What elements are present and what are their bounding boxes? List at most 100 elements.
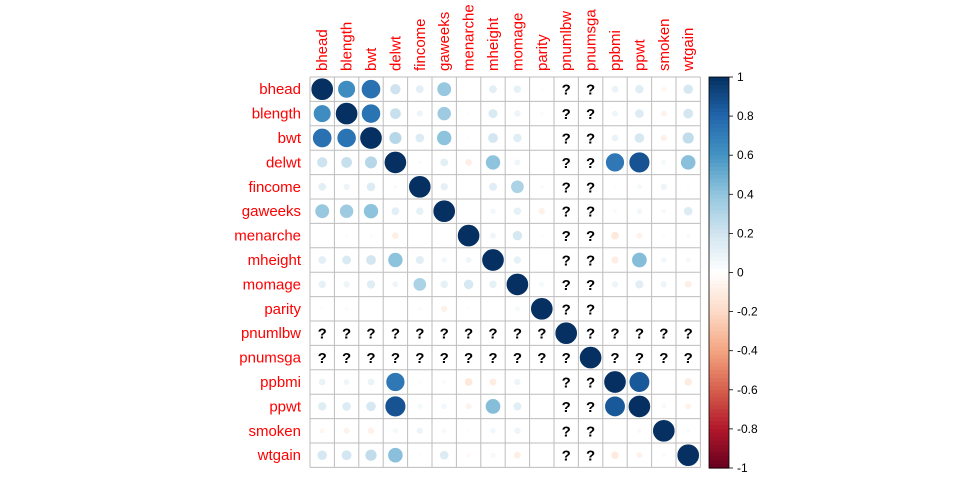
correlation-circle xyxy=(341,157,352,168)
correlation-circle xyxy=(514,110,521,117)
correlation-circle xyxy=(384,395,407,418)
legend-color-band xyxy=(709,370,729,375)
correlation-circle xyxy=(540,429,543,432)
legend-color-band xyxy=(709,374,729,379)
legend-tick-label: 0 xyxy=(737,266,744,280)
correlation-circle xyxy=(317,450,327,460)
correlation-circle xyxy=(318,280,326,289)
missing-value-mark: ? xyxy=(318,350,327,367)
correlation-circle xyxy=(628,151,651,174)
legend-color-band xyxy=(709,217,729,223)
correlation-circle xyxy=(512,230,523,241)
correlation-circle xyxy=(417,403,423,409)
correlation-circle xyxy=(603,370,627,394)
missing-value-mark: ? xyxy=(562,179,571,196)
correlation-circle xyxy=(415,133,425,143)
correlation-circle xyxy=(635,109,644,118)
correlation-cells: ????????????????????????????????????????… xyxy=(310,77,700,467)
correlation-circle xyxy=(662,380,665,384)
correlation-circle xyxy=(686,428,691,433)
legend-color-band xyxy=(709,303,729,309)
legend-color-band xyxy=(709,413,729,418)
row-label: ppbmi xyxy=(260,374,301,391)
correlation-circle xyxy=(465,403,472,410)
correlation-circle xyxy=(611,134,619,142)
missing-value-mark: ? xyxy=(562,131,571,148)
correlation-circle xyxy=(638,307,641,310)
grid-lines xyxy=(309,76,701,468)
correlation-circle xyxy=(661,159,667,165)
missing-value-mark: ? xyxy=(318,326,327,343)
correlation-circle xyxy=(456,223,481,248)
legend-color-band xyxy=(709,284,729,289)
correlation-circle xyxy=(686,185,690,189)
correlation-circle xyxy=(488,182,498,191)
correlation-circle xyxy=(611,231,619,240)
correlation-circle xyxy=(432,199,456,223)
legend-color-band xyxy=(709,127,729,133)
correlation-circle xyxy=(437,106,451,121)
missing-value-mark: ? xyxy=(586,326,595,343)
correlation-circle xyxy=(660,281,667,288)
row-label: ppwt xyxy=(269,398,302,415)
correlation-circle xyxy=(636,232,643,239)
correlation-circle xyxy=(388,252,403,268)
legend-color-band xyxy=(709,417,729,422)
correlation-circle xyxy=(662,307,665,310)
legend-tick-label: -0.6 xyxy=(737,383,758,397)
legend-color-band xyxy=(709,139,729,145)
correlation-circle xyxy=(684,378,692,386)
legend-color-band xyxy=(709,116,729,121)
correlation-circle xyxy=(611,281,619,288)
correlation-circle xyxy=(490,428,496,434)
color-legend: 1 0.8 0.6 0.4 0.2 0 -0.2 -0.4 -0.6 -0.8 -1 xyxy=(708,70,758,475)
correlation-circle xyxy=(539,111,544,116)
row-label: delwt xyxy=(266,154,302,171)
legend-color-band xyxy=(709,299,729,305)
correlation-circle xyxy=(437,82,452,97)
legend-tick-label: -0.2 xyxy=(737,305,758,319)
legend-color-band xyxy=(709,424,729,430)
correlation-circle xyxy=(416,110,423,117)
correlation-circle xyxy=(392,281,399,288)
correlation-circle xyxy=(383,150,408,175)
legend-color-band xyxy=(709,186,729,191)
legend-color-band xyxy=(709,460,729,465)
missing-value-mark: ? xyxy=(562,375,571,392)
legend-color-band xyxy=(709,182,729,188)
correlation-circle xyxy=(415,85,424,94)
row-label: fincome xyxy=(248,179,301,196)
missing-value-mark: ? xyxy=(610,326,619,343)
row-label: blength xyxy=(252,106,301,123)
legend-color-band xyxy=(709,315,729,321)
correlation-circle xyxy=(540,258,543,262)
correlation-circle xyxy=(366,401,376,412)
correlation-circle xyxy=(611,451,619,459)
correlation-circle xyxy=(481,248,505,272)
legend-color-band xyxy=(709,319,729,324)
missing-value-mark: ? xyxy=(562,82,571,99)
correlation-circle xyxy=(514,306,520,312)
legend-color-band xyxy=(709,405,729,410)
missing-value-mark: ? xyxy=(488,350,497,367)
missing-value-mark: ? xyxy=(562,399,571,416)
legend-color-band xyxy=(709,295,729,301)
legend-color-band xyxy=(709,178,729,184)
column-label: mheight xyxy=(485,17,502,71)
row-label: momage xyxy=(243,276,301,293)
missing-value-mark: ? xyxy=(659,326,668,343)
column-label: fincome xyxy=(412,18,429,71)
legend-color-band xyxy=(709,123,729,129)
correlation-circle xyxy=(342,255,352,265)
correlation-circle xyxy=(416,207,424,215)
missing-value-mark: ? xyxy=(586,375,595,392)
correlation-circle xyxy=(635,85,644,94)
correlation-circle xyxy=(443,234,446,237)
legend-tick-label: 1 xyxy=(737,70,744,84)
missing-value-mark: ? xyxy=(342,326,351,343)
missing-value-mark: ? xyxy=(635,326,644,343)
legend-color-band xyxy=(709,323,729,328)
legend-color-band xyxy=(709,350,729,356)
legend-color-band xyxy=(709,198,729,203)
correlation-circle xyxy=(439,450,449,460)
